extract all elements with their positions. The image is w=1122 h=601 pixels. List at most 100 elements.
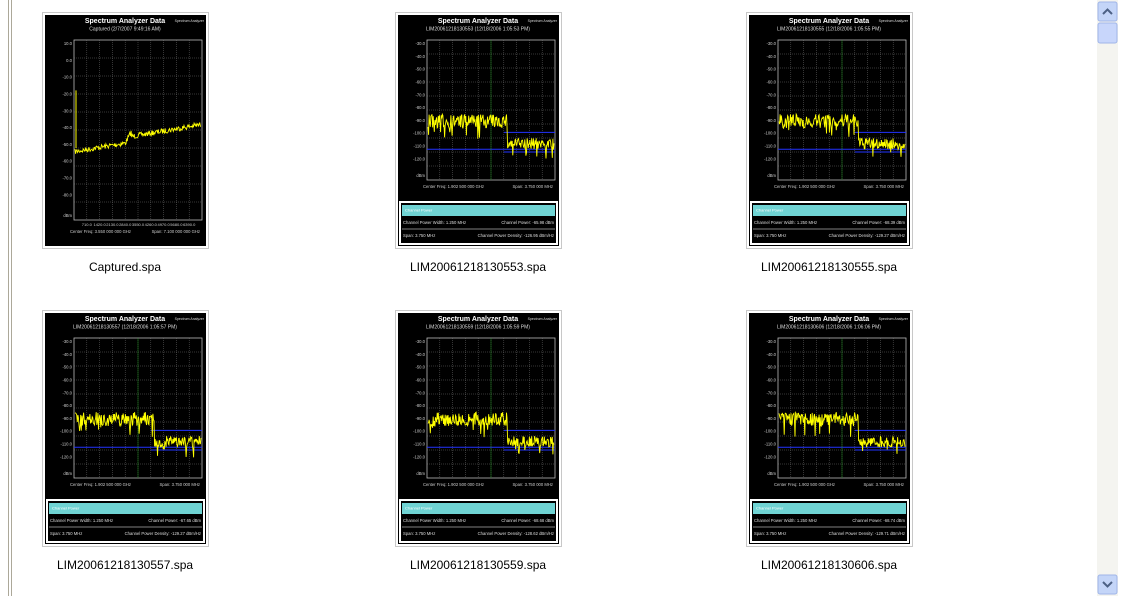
trace	[427, 112, 555, 159]
y-tick-label: -120.0	[413, 156, 426, 161]
channel-density: Channel Power Density: -129.27 dBm/Hz	[829, 233, 905, 238]
y-tick-label: -10.0	[62, 75, 72, 80]
y-tick-label: -30.0	[766, 41, 776, 46]
file-name[interactable]: LIM20061218130553.spa	[410, 260, 546, 274]
thumbnail[interactable]: Spectrum Analyzer Data Spectrum Analyzer C…	[42, 12, 209, 249]
center-freq: Center Freq: 3.550 000 000 GHz	[70, 229, 131, 234]
thumb-title: Spectrum Analyzer Data	[438, 18, 518, 25]
channel-density: Channel Power Density: -126.95 dBm/Hz	[478, 233, 554, 238]
scroll-down[interactable]	[1097, 574, 1118, 595]
file-name[interactable]: Captured.spa	[89, 260, 161, 274]
channel-header: Channel Power	[52, 506, 80, 511]
trace	[74, 121, 202, 154]
channel-header: Channel Power	[405, 208, 433, 213]
y-tick-label: -40.0	[766, 352, 776, 357]
channel-header-bar	[49, 503, 202, 514]
scrollbar[interactable]	[1097, 0, 1118, 596]
y-tick-label: -100.0	[60, 429, 73, 434]
x-tick-label: 2130.0	[106, 222, 119, 227]
channel-header-bar	[402, 205, 555, 216]
trace	[778, 411, 906, 454]
up-arrow	[1102, 8, 1113, 15]
y-unit: dBm	[767, 471, 776, 476]
thumbnail[interactable]: Spectrum Analyzer Data Spectrum Analyzer L…	[42, 310, 209, 547]
x-tick-label: 6390.0	[183, 222, 196, 227]
y-tick-label: -40.0	[415, 54, 425, 59]
channel-width: Channel Power Width: 1.250 MHz	[754, 220, 817, 225]
thumb-subtitle: LIM20061218130606 (12/18/2006 1:06:06 PM…	[777, 324, 881, 330]
center-freq: Center Freq: 1.902 500 000 GHz	[423, 184, 484, 189]
scroll-up[interactable]	[1097, 1, 1118, 22]
y-unit: dBm	[63, 471, 72, 476]
channel-density: Channel Power Density: -128.62 dBm/Hz	[478, 531, 554, 536]
y-tick-label: -80.0	[62, 192, 72, 197]
channel-density: Channel Power Density: -129.27 dBm/Hz	[125, 531, 201, 536]
y-tick-label: -70.0	[62, 176, 72, 181]
span: Span: 3.750 000 MHz	[512, 184, 553, 189]
file-name[interactable]: LIM20061218130606.spa	[761, 558, 897, 572]
file-name[interactable]: LIM20061218130559.spa	[410, 558, 546, 572]
channel-width: Channel Power Width: 1.250 MHz	[50, 518, 113, 523]
y-tick-label: -60.0	[766, 378, 776, 383]
y-tick-label: -70.0	[766, 390, 776, 395]
channel-power: Channel Power: -68.39 dBm	[852, 220, 905, 225]
thumbnail[interactable]: Spectrum Analyzer Data Spectrum Analyzer L…	[746, 310, 913, 547]
y-tick-label: -100.0	[764, 429, 777, 434]
trace	[778, 112, 906, 157]
y-tick-label: -40.0	[62, 352, 72, 357]
channel-span: Span: 3.750 MHz	[50, 531, 82, 536]
center-freq: Center Freq: 1.902 500 000 GHz	[423, 482, 484, 487]
y-tick-label: -50.0	[415, 365, 425, 370]
y-tick-label: -100.0	[764, 131, 777, 136]
center-freq: Center Freq: 1.902 500 000 GHz	[70, 482, 131, 487]
down-arrow	[1102, 581, 1113, 588]
y-tick-label: -80.0	[766, 403, 776, 408]
channel-power: Channel Power: -67.65 dBm	[148, 518, 201, 523]
thumb-brand: Spectrum Analyzer	[879, 19, 909, 23]
thumb-title: Spectrum Analyzer Data	[789, 18, 869, 25]
y-tick-label: -60.0	[766, 80, 776, 85]
y-tick-label: -50.0	[62, 365, 72, 370]
thumb-title: Spectrum Analyzer Data	[438, 316, 518, 323]
thumb-subtitle: LIM20061218130553 (12/18/2006 1:05:53 PM…	[426, 26, 530, 32]
channel-width: Channel Power Width: 1.250 MHz	[403, 220, 466, 225]
y-tick-label: -120.0	[413, 454, 426, 459]
y-tick-label: -60.0	[62, 159, 72, 164]
x-tick-label: 1420.0	[93, 222, 106, 227]
scroll-track[interactable]	[1097, 0, 1118, 596]
y-tick-label: -30.0	[415, 339, 425, 344]
thumbnail[interactable]: Spectrum Analyzer Data Spectrum Analyzer L…	[395, 12, 562, 249]
channel-header: Channel Power	[756, 208, 784, 213]
thumbnail[interactable]: Spectrum Analyzer Data Spectrum Analyzer L…	[395, 310, 562, 547]
thumb-subtitle: Captured (2/7/2007 9:49:16 AM)	[89, 26, 161, 32]
scroll-thumb[interactable]	[1097, 22, 1118, 44]
channel-power: Channel Power: -65.98 dBm	[501, 220, 554, 225]
y-tick-label: -120.0	[764, 454, 777, 459]
thumb-title: Spectrum Analyzer Data	[85, 316, 165, 323]
y-unit: dBm	[416, 173, 425, 178]
y-tick-label: -50.0	[415, 67, 425, 72]
y-tick-label: -100.0	[413, 131, 426, 136]
y-tick-label: -30.0	[62, 339, 72, 344]
channel-span: Span: 3.750 MHz	[754, 233, 786, 238]
y-tick-label: -110.0	[764, 442, 776, 447]
trace	[74, 412, 202, 458]
y-tick-label: -70.0	[766, 92, 776, 97]
thumb-brand: Spectrum Analyzer	[175, 317, 205, 321]
span: Span: 3.750 000 MHz	[863, 482, 904, 487]
y-tick-label: -110.0	[413, 442, 425, 447]
trace	[427, 411, 555, 455]
thumbnail[interactable]: Spectrum Analyzer Data Spectrum Analyzer L…	[746, 12, 913, 249]
y-tick-label: -70.0	[415, 92, 425, 97]
y-tick-label: -80.0	[766, 105, 776, 110]
file-name[interactable]: LIM20061218130557.spa	[57, 558, 193, 572]
channel-density: Channel Power Density: -129.71 dBm/Hz	[829, 531, 905, 536]
y-tick-label: -120.0	[60, 454, 73, 459]
y-tick-label: -90.0	[62, 416, 72, 421]
y-tick-label: -40.0	[415, 352, 425, 357]
thumb-title: Spectrum Analyzer Data	[85, 18, 165, 25]
y-tick-label: -50.0	[766, 365, 776, 370]
file-name[interactable]: LIM20061218130555.spa	[761, 260, 897, 274]
